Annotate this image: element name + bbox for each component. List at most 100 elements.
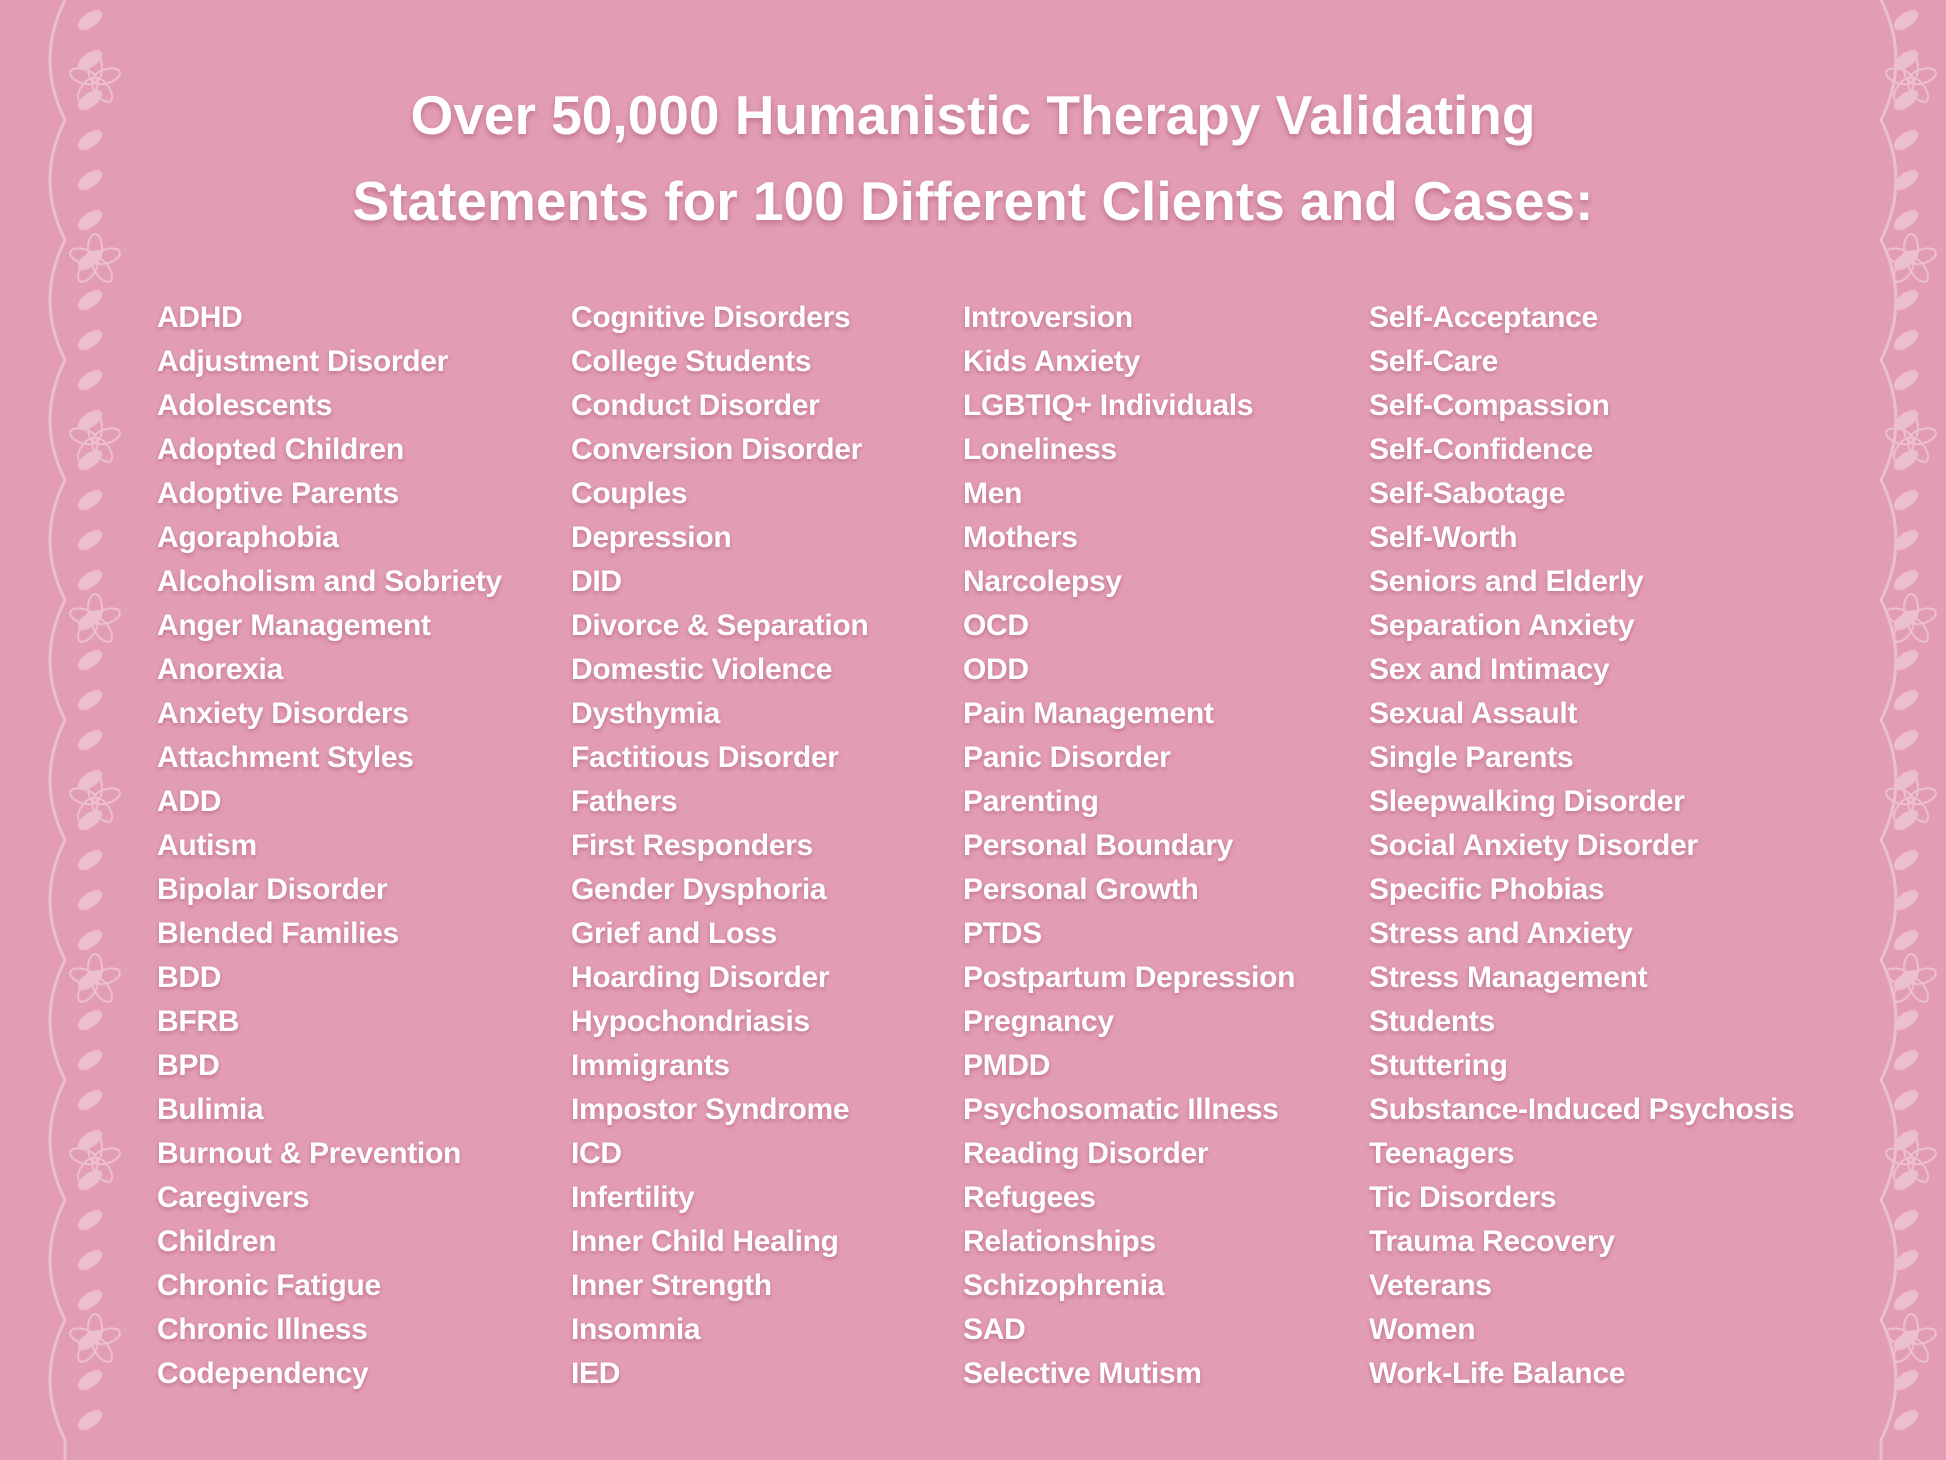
list-item: Self-Acceptance [1369, 301, 1598, 334]
list-item: ADD [157, 785, 222, 818]
list-item: Anorexia [157, 653, 283, 686]
leaf-icon [77, 50, 103, 70]
list-item: Women [1369, 1313, 1476, 1346]
flower-icon [87, 1313, 103, 1343]
list-item: Conduct Disorder [571, 389, 820, 422]
list-item: Autism [157, 829, 257, 862]
flower-icon [91, 67, 121, 86]
flower-icon [1903, 593, 1919, 623]
list-column-2: Cognitive Disorders College Students Condu… [571, 296, 869, 1396]
list-item: IED [571, 1357, 621, 1390]
list-item: Work-Life Balance [1369, 1357, 1626, 1390]
list-item: Inner Strength [571, 1269, 772, 1302]
flower-icon [91, 256, 114, 283]
flower-icon [87, 233, 103, 263]
list-item: Loneliness [963, 433, 1117, 466]
list-item: Impostor Syndrome [571, 1093, 850, 1126]
flower-icon [91, 967, 121, 986]
list-item: Refugees [963, 1181, 1096, 1214]
list-item: Hypochondriasis [571, 1005, 810, 1038]
list-item: Men [963, 477, 1023, 510]
list-item: Self-Care [1369, 345, 1499, 378]
list-item: Relationships [963, 1225, 1156, 1258]
leaf-icon [1893, 250, 1919, 270]
flower-icon [76, 796, 99, 823]
flower-icon [69, 967, 99, 986]
leaf-icon [77, 1330, 103, 1350]
list-item: Kids Anxiety [963, 345, 1141, 378]
flower-icon [1892, 256, 1915, 283]
flower-icon [1907, 607, 1937, 626]
leaf-icon [1893, 970, 1919, 990]
leaf-icon [1893, 1370, 1919, 1390]
list-item: Social Anxiety Disorder [1369, 829, 1698, 862]
leaf-icon [77, 650, 103, 670]
leaf-icon [1893, 530, 1919, 550]
leaf-icon [1893, 490, 1919, 510]
flower-icon [87, 1133, 103, 1163]
list-item: Anger Management [157, 609, 431, 642]
list-item: Narcolepsy [963, 565, 1122, 598]
leaf-icon [1893, 1410, 1919, 1430]
list-item: SAD [963, 1313, 1026, 1346]
flower-icon [91, 796, 114, 823]
list-item: Adoptive Parents [157, 477, 399, 510]
list-item: Chronic Illness [157, 1313, 368, 1346]
list-item: Infertility [571, 1181, 695, 1214]
list-item: BFRB [157, 1005, 240, 1038]
list-item: Adolescents [157, 389, 333, 422]
list-item: Adjustment Disorder [157, 345, 449, 378]
flower-icon [87, 773, 103, 803]
list-item: Blended Families [157, 917, 399, 950]
flower-icon [91, 436, 114, 463]
list-item: Agoraphobia [157, 521, 339, 554]
flower-icon [91, 247, 121, 266]
leaf-icon [1893, 850, 1919, 870]
leaf-icon [1893, 410, 1919, 430]
vine-stem [1879, 0, 1898, 1460]
list-item: Gender Dysphoria [571, 873, 827, 906]
list-item: Personal Boundary [963, 829, 1233, 862]
leaf-icon [77, 330, 103, 350]
flower-icon [91, 616, 114, 643]
list-item: Schizophrenia [963, 1269, 1165, 1302]
list-item: OCD [963, 609, 1029, 642]
flower-icon [1907, 967, 1937, 986]
flower-icon [1885, 427, 1915, 446]
leaf-icon [77, 1010, 103, 1030]
flower-icon [1907, 1147, 1937, 1166]
list-item: ODD [963, 653, 1029, 686]
leaf-icon [1893, 890, 1919, 910]
list-item: Introversion [963, 301, 1133, 334]
list-item: First Responders [571, 829, 813, 862]
list-item: Conversion Disorder [571, 433, 863, 466]
list-item: Self-Compassion [1369, 389, 1610, 422]
flower-icon [1892, 796, 1915, 823]
flower-icon [1885, 967, 1915, 986]
leaf-icon [1893, 1130, 1919, 1150]
flower-icon [69, 607, 99, 626]
flower-icon [1885, 67, 1915, 86]
leaf-icon [77, 690, 103, 710]
flower-icon [87, 53, 103, 83]
leaf-icon [1893, 50, 1919, 70]
list-item: Depression [571, 521, 732, 554]
list-item: ADHD [157, 301, 243, 334]
leaf-icon [1893, 1010, 1919, 1030]
flower-icon [1903, 233, 1919, 263]
flower-icon [91, 1327, 121, 1346]
flower-icon [1885, 247, 1915, 266]
leaf-icon [77, 1090, 103, 1110]
flower-icon [91, 787, 121, 806]
list-item: PMDD [963, 1049, 1051, 1082]
leaf-icon [77, 570, 103, 590]
flower-icon [76, 1336, 99, 1363]
list-item: Children [157, 1225, 277, 1258]
list-item: Factitious Disorder [571, 741, 839, 774]
flower-icon [1907, 436, 1930, 463]
floral-vine-decoration-left [48, 0, 121, 1460]
flower-icon [1903, 1313, 1919, 1343]
leaf-icon [77, 10, 103, 30]
leaf-icon [1893, 570, 1919, 590]
flower-icon [69, 787, 99, 806]
